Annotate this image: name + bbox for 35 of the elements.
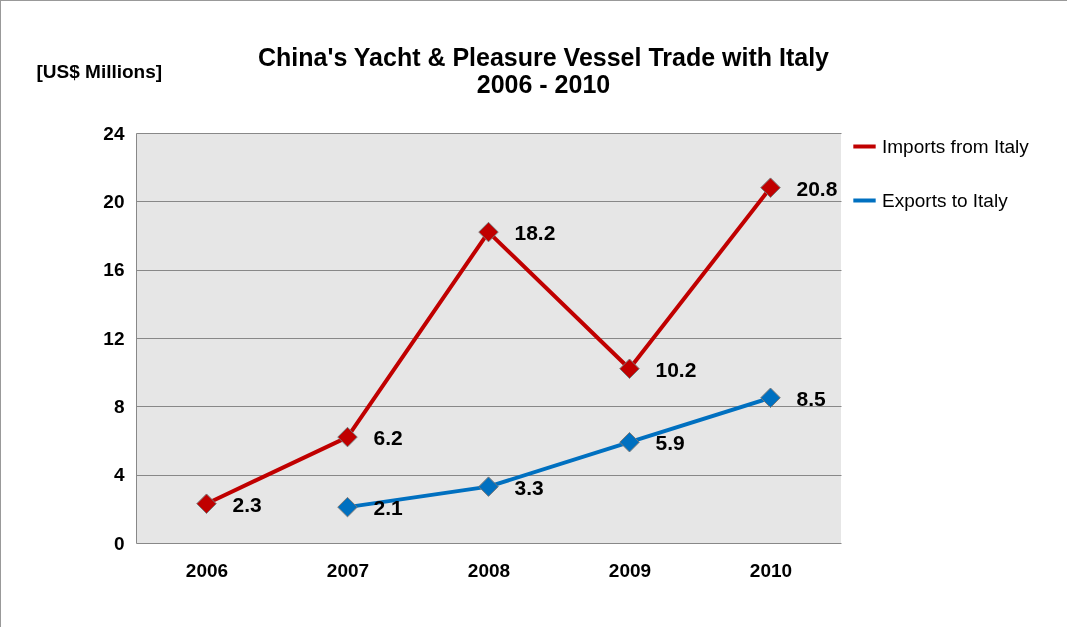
data-label: 3.3 (514, 475, 544, 499)
x-tick-label: 2010 (749, 559, 793, 581)
point (478, 221, 499, 243)
data-label: 8.5 (796, 386, 827, 410)
point (337, 426, 358, 448)
data-label: 6.2 (373, 426, 403, 450)
y-tick-label: 12 (103, 327, 125, 349)
point (619, 431, 640, 453)
legend-label: Imports from Italy (882, 135, 1030, 157)
data-label: 2.3 (232, 492, 262, 516)
y-tick-label: 16 (103, 259, 125, 281)
x-tick-label: 2006 (185, 559, 229, 581)
y-tick-label: 20 (103, 190, 125, 212)
data-label: 18.2 (514, 221, 556, 245)
point (760, 387, 781, 409)
point (619, 358, 640, 379)
y-tick-label: 4 (113, 464, 125, 486)
chart-subtitle: 2006 - 2010 (476, 70, 611, 98)
data-label: 20.8 (796, 176, 838, 200)
data-label: 10.2 (655, 357, 697, 381)
chart-title: China's Yacht & Pleasure Vessel Trade with Italy (257, 43, 830, 71)
legend-label: Exports to Italy (882, 189, 1009, 211)
point (760, 177, 781, 198)
point (478, 476, 499, 497)
point (337, 496, 358, 518)
x-tick-label: 2009 (608, 559, 652, 581)
x-tick-label: 2007 (326, 559, 370, 581)
y-axis-title: [US$ Millions] (36, 60, 163, 82)
data-label: 2.1 (373, 496, 404, 520)
data-label: 5.9 (655, 431, 685, 455)
y-tick-label: 24 (103, 122, 125, 144)
y-tick-label: 8 (113, 395, 125, 417)
x-tick-label: 2008 (467, 559, 511, 581)
point (196, 493, 217, 514)
y-tick-label: 0 (113, 532, 125, 554)
